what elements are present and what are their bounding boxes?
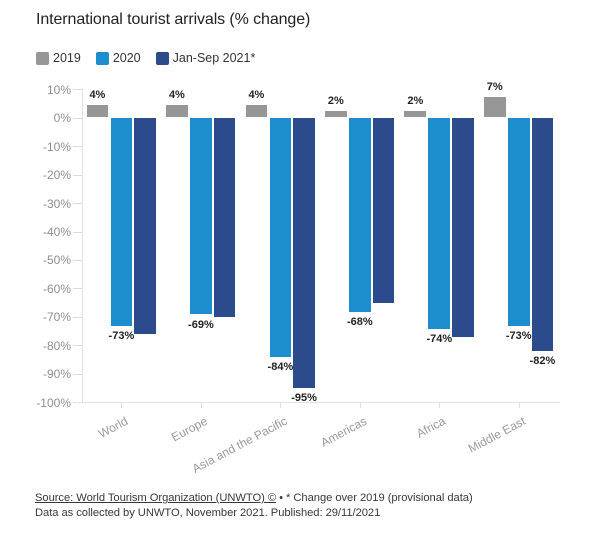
y-axis-label: -100% <box>36 395 71 410</box>
legend-label: Jan-Sep 2021* <box>172 51 256 65</box>
value-label-2019-world: 4% <box>89 89 106 102</box>
x-axis-label-europe: Europe <box>169 413 210 445</box>
value-label-2020-europe: -69% <box>188 318 214 331</box>
chart-footer: Source: World Tourism Organization (UNWT… <box>35 491 473 521</box>
bar-jan-sep-2021--asia-and-the-pacific <box>293 118 315 389</box>
x-axis-category-tick <box>518 403 520 409</box>
y-axis-tick <box>73 203 82 205</box>
bar-jan-sep-2021--americas <box>372 118 395 304</box>
y-axis-tick <box>73 89 82 91</box>
value-label-jan-sep-2021--middle-east: -82% <box>529 355 556 368</box>
legend-item-jan-sep-2021-: Jan-Sep 2021* <box>155 51 256 65</box>
bar-jan-sep-2021--middle-east <box>531 118 554 352</box>
y-axis-tick <box>73 373 82 375</box>
legend-swatch <box>155 51 169 65</box>
value-label-2020-africa: -74% <box>426 332 453 345</box>
legend-item-2020: 2020 <box>95 51 141 65</box>
y-axis-tick <box>73 316 82 318</box>
footer-separator: • <box>276 492 287 504</box>
x-axis-category-tick <box>359 403 361 409</box>
y-axis-tick <box>73 259 82 261</box>
legend-swatch <box>95 51 109 65</box>
y-axis-label: -50% <box>42 253 71 268</box>
y-axis-label: -70% <box>42 310 71 325</box>
x-axis-label-world: World <box>96 413 131 441</box>
bar-2019-africa <box>404 111 427 117</box>
footer-line-2: Data as collected by UNWTO, November 202… <box>35 507 381 519</box>
value-label-2019-americas: 2% <box>327 95 344 108</box>
bar-2019-asia-and-the-pacific <box>245 105 268 117</box>
bar-jan-sep-2021--world <box>134 118 156 335</box>
bar-2020-americas <box>349 118 371 312</box>
x-axis-label-africa: Africa <box>414 413 449 441</box>
y-axis-label: 0% <box>53 111 71 126</box>
value-label-2020-world: -73% <box>108 329 135 342</box>
y-axis-line <box>82 89 83 403</box>
legend-label: 2020 <box>112 51 141 65</box>
legend-swatch <box>36 51 49 65</box>
y-axis-tick <box>73 174 82 176</box>
source-link[interactable]: Source: World Tourism Organization (UNWT… <box>35 492 277 504</box>
bar-2020-world <box>110 118 133 326</box>
y-axis-label: -90% <box>42 367 71 382</box>
y-axis-label: -40% <box>42 225 71 239</box>
legend: 2019 2020 Jan-Sep 2021* <box>36 51 255 65</box>
bar-2019-world <box>86 105 109 117</box>
x-axis-category-tick <box>121 403 123 409</box>
value-label-2019-middle-east: 7% <box>486 80 503 93</box>
y-axis-tick <box>73 345 82 347</box>
x-axis-line <box>73 402 560 404</box>
y-axis-label: 10% <box>46 82 71 97</box>
value-label-2020-americas: -68% <box>346 315 373 328</box>
y-axis-tick <box>73 146 82 148</box>
x-axis-label-americas: Americas <box>318 413 369 450</box>
bar-2020-asia-and-the-pacific <box>269 118 292 358</box>
x-axis-category-tick <box>200 403 202 409</box>
y-axis-tick <box>73 117 82 119</box>
y-axis-label: -20% <box>42 168 71 183</box>
x-axis-category-tick <box>439 403 441 409</box>
footer-note: * Change over 2019 (provisional data) <box>286 492 473 504</box>
bar-2020-europe <box>190 118 212 315</box>
value-label-2019-asia-and-the-pacific: 4% <box>248 89 265 102</box>
bar-jan-sep-2021--europe <box>213 118 236 318</box>
y-axis-tick <box>73 288 82 290</box>
y-axis-tick <box>73 231 82 233</box>
plot-area: 10% 0% -10% -20% -30% -40% -50% -60% -70% -80% -90… <box>36 80 560 475</box>
bar-2019-europe <box>166 105 188 117</box>
bar-2019-americas <box>325 111 347 117</box>
x-axis-label-middle-east: Middle East <box>465 413 528 456</box>
value-label-2019-africa: 2% <box>407 95 424 108</box>
value-label-2020-asia-and-the-pacific: -84% <box>267 361 294 374</box>
bar-2019-middle-east <box>483 96 506 117</box>
bar-2020-africa <box>428 118 451 329</box>
bar-2020-middle-east <box>507 118 530 326</box>
y-axis-label: -10% <box>42 139 71 154</box>
footer-line-1: Source: World Tourism Organization (UNWT… <box>35 491 473 506</box>
x-axis-category-tick <box>280 403 282 409</box>
value-label-2020-middle-east: -73% <box>505 329 532 342</box>
chart-title: International tourist arrivals (% change… <box>36 11 311 28</box>
bar-jan-sep-2021--africa <box>452 118 474 338</box>
y-axis-label: -80% <box>42 338 71 353</box>
y-axis-label: -30% <box>42 196 71 211</box>
y-axis-label: -60% <box>42 281 71 296</box>
value-label-jan-sep-2021--asia-and-the-pacific: -95% <box>291 392 317 405</box>
legend-label: 2019 <box>53 51 81 65</box>
legend-item-2019: 2019 <box>36 51 81 65</box>
value-label-2019-europe: 4% <box>168 89 185 102</box>
